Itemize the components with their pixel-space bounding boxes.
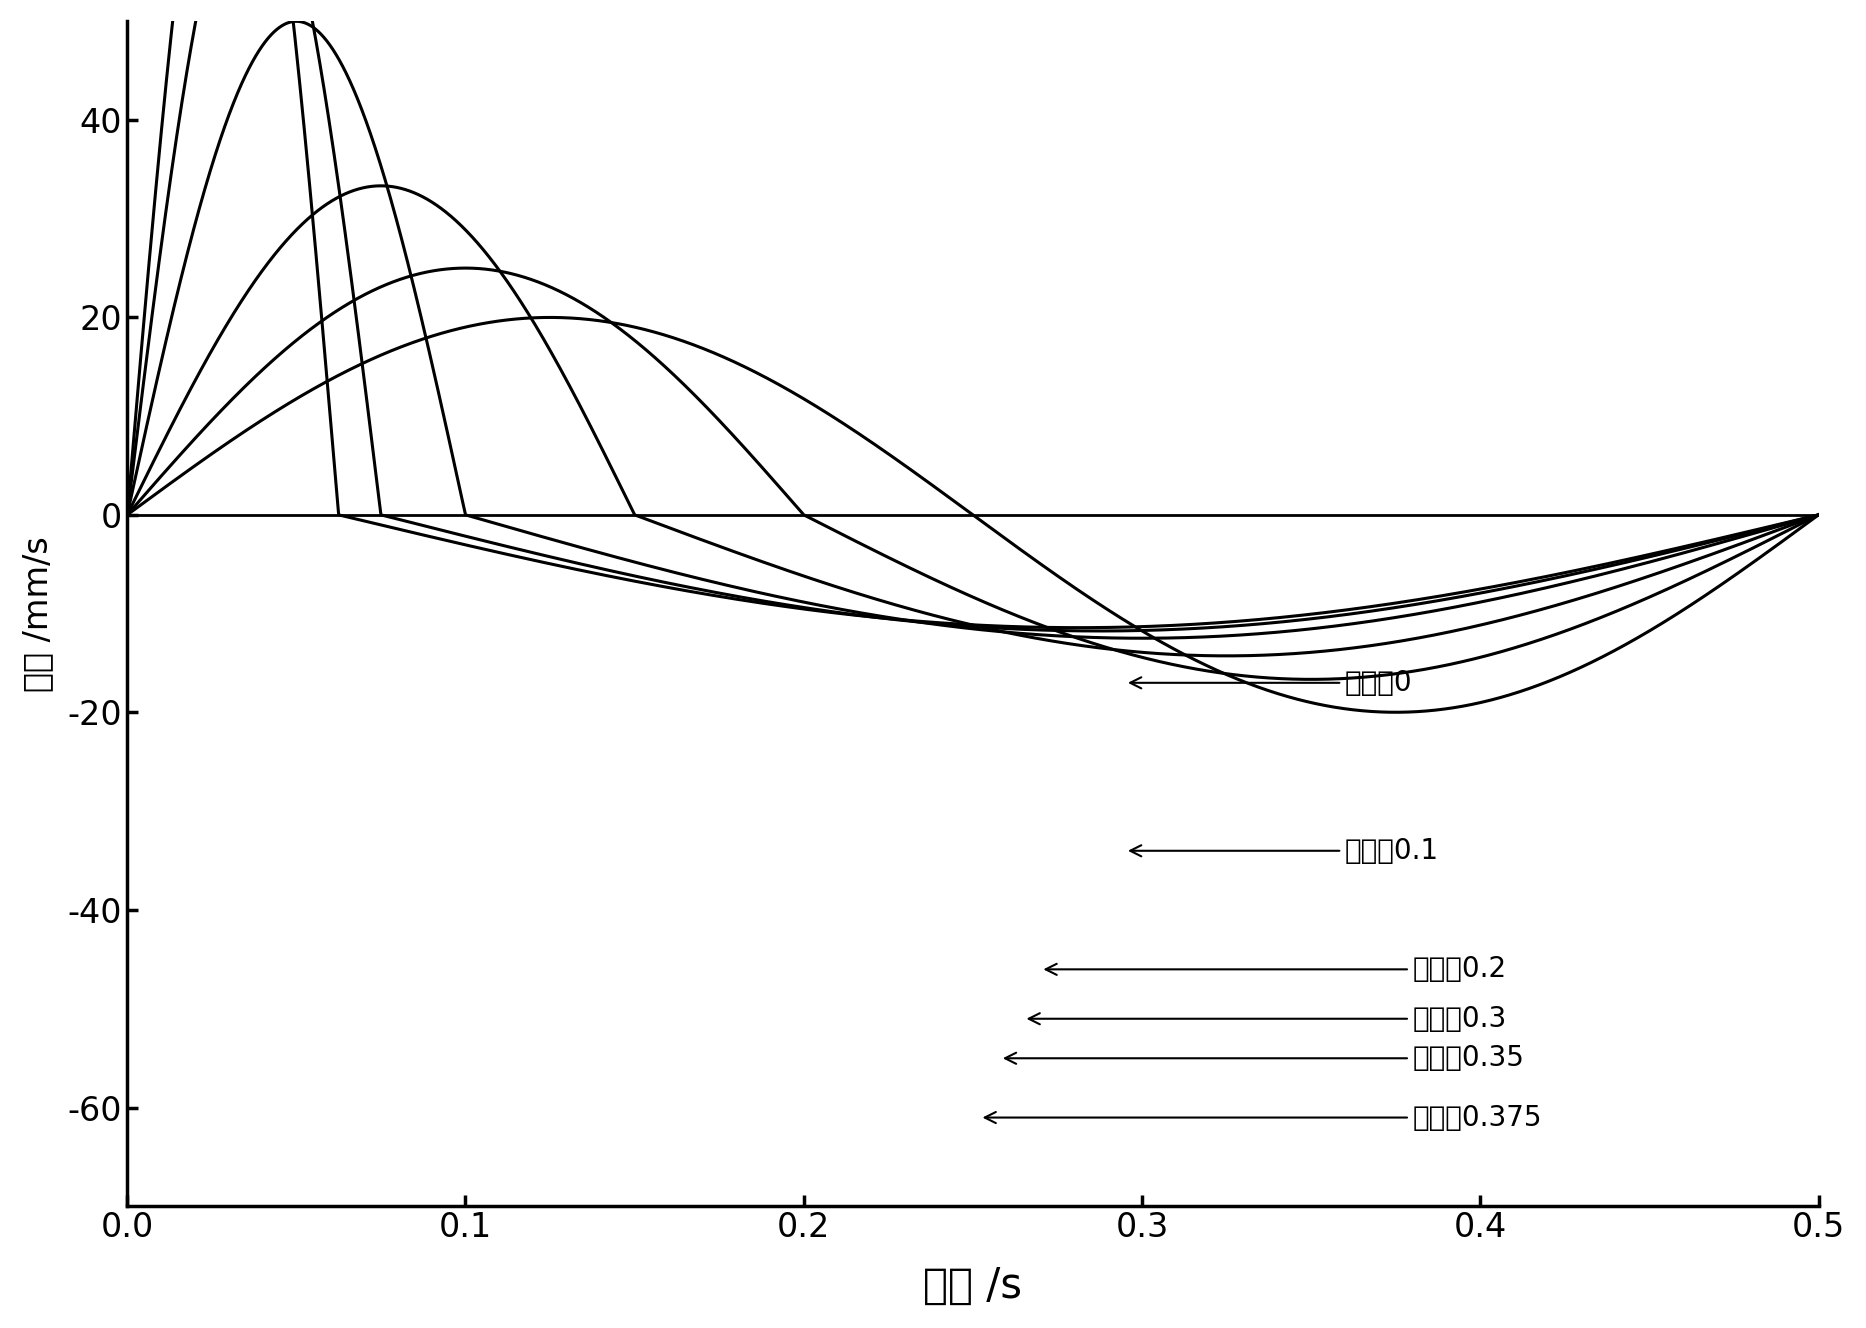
Text: 偏斜率0.1: 偏斜率0.1	[1131, 837, 1439, 865]
X-axis label: 时间 /s: 时间 /s	[924, 1266, 1023, 1307]
Text: 偏斜率0.2: 偏斜率0.2	[1045, 955, 1506, 983]
Text: 偏斜率0.375: 偏斜率0.375	[985, 1104, 1541, 1131]
Text: 偏斜率0: 偏斜率0	[1131, 669, 1413, 697]
Y-axis label: 速度 /mm/s: 速度 /mm/s	[21, 535, 54, 692]
Text: 偏斜率0.3: 偏斜率0.3	[1028, 1005, 1508, 1033]
Text: 偏斜率0.35: 偏斜率0.35	[1006, 1044, 1525, 1072]
